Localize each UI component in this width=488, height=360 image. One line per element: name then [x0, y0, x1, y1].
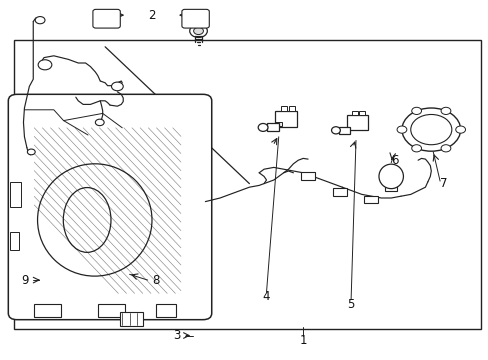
Text: 3: 3 — [173, 329, 181, 342]
Ellipse shape — [378, 164, 403, 189]
Circle shape — [411, 145, 421, 152]
Bar — [385, 186, 396, 191]
Circle shape — [189, 14, 202, 23]
Text: 6: 6 — [390, 154, 398, 167]
Bar — [274, 122, 281, 126]
Circle shape — [455, 126, 465, 133]
Circle shape — [38, 60, 52, 70]
Circle shape — [193, 27, 203, 35]
Bar — [14, 40, 480, 329]
FancyBboxPatch shape — [93, 9, 120, 28]
Bar — [281, 106, 286, 111]
Bar — [120, 312, 143, 326]
Bar — [338, 127, 349, 134]
Text: 1: 1 — [299, 334, 306, 347]
Bar — [98, 304, 124, 317]
FancyBboxPatch shape — [182, 9, 209, 28]
Bar — [346, 115, 367, 130]
Circle shape — [100, 14, 113, 23]
Bar — [289, 106, 295, 111]
Text: 7: 7 — [439, 177, 447, 190]
Bar — [156, 304, 176, 317]
Bar — [332, 188, 346, 196]
Circle shape — [396, 126, 406, 133]
Bar — [10, 232, 19, 250]
Circle shape — [104, 17, 109, 21]
Circle shape — [440, 145, 450, 152]
Text: 4: 4 — [262, 291, 270, 303]
Circle shape — [111, 82, 123, 91]
Text: 9: 9 — [21, 274, 29, 287]
Text: 2: 2 — [147, 9, 155, 22]
Circle shape — [189, 24, 207, 37]
Bar — [274, 111, 296, 127]
Bar — [359, 111, 365, 115]
Bar — [34, 304, 61, 317]
Circle shape — [27, 149, 35, 155]
Circle shape — [401, 108, 460, 151]
Ellipse shape — [258, 123, 267, 131]
Bar — [351, 111, 357, 115]
Circle shape — [440, 107, 450, 114]
Bar — [300, 172, 315, 180]
Text: 8: 8 — [151, 274, 159, 287]
Ellipse shape — [331, 127, 340, 134]
Circle shape — [95, 119, 104, 126]
Circle shape — [35, 17, 45, 24]
FancyBboxPatch shape — [8, 94, 211, 320]
Bar — [364, 196, 377, 203]
Circle shape — [193, 17, 198, 21]
Bar — [10, 182, 20, 207]
Circle shape — [411, 107, 421, 114]
Text: 5: 5 — [346, 298, 354, 311]
Bar — [266, 123, 278, 131]
